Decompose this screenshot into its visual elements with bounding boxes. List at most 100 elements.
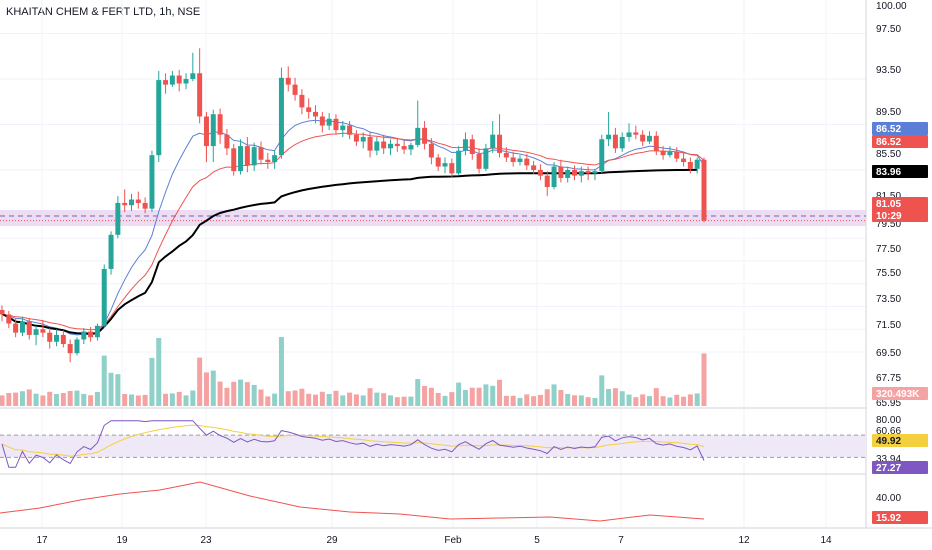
volume-bar <box>578 395 584 406</box>
volume-bar <box>94 392 100 406</box>
volume-bar <box>537 394 543 406</box>
candle <box>517 155 523 166</box>
volume-bar <box>653 388 659 406</box>
candle <box>462 132 468 156</box>
candle-body <box>292 84 298 95</box>
candle-body <box>701 159 707 221</box>
volume-bar <box>60 393 66 406</box>
candle <box>40 320 46 338</box>
candle-body <box>626 132 632 137</box>
volume-bar <box>599 375 605 406</box>
volume-bar <box>374 392 380 406</box>
candle <box>524 154 530 170</box>
rsi-tick-label: 80.00 <box>876 415 901 426</box>
red-ma-badge-text: 86.52 <box>876 137 901 148</box>
candle <box>701 157 707 223</box>
volume-bar <box>26 389 32 406</box>
price-tick-label: 77.50 <box>876 244 901 255</box>
volume-bar <box>681 396 687 406</box>
time-tick-label: 14 <box>820 535 832 546</box>
candle-body <box>347 125 353 135</box>
volume-bar <box>510 395 516 406</box>
candle <box>217 108 223 144</box>
candle-body <box>156 80 162 156</box>
volume-badge-bg <box>872 387 928 400</box>
blue-ma-badge-bg <box>872 122 928 135</box>
volume-bar <box>572 395 578 406</box>
candle-body <box>128 199 134 206</box>
candle-body <box>183 78 189 84</box>
candle <box>674 147 680 163</box>
countdown-badge-bg <box>872 209 928 222</box>
volume-bar <box>524 394 530 406</box>
candle-body <box>285 77 291 85</box>
candle <box>333 114 339 135</box>
volume-bar <box>251 385 257 406</box>
candle <box>313 105 319 124</box>
time-tick-label: 12 <box>738 535 750 546</box>
volume-bar <box>210 370 216 406</box>
volume-bar <box>81 393 87 406</box>
volume-bar <box>190 390 196 406</box>
volume-bar <box>169 393 175 406</box>
candle-body <box>217 114 223 135</box>
candle <box>108 231 114 275</box>
candle <box>251 142 257 172</box>
candle-body <box>435 157 441 167</box>
candle-body <box>681 158 687 163</box>
price-tick-label: 93.50 <box>876 65 901 76</box>
candle <box>422 121 428 150</box>
candle <box>401 140 407 155</box>
red-ma-badge-bg <box>872 135 928 148</box>
candle <box>633 125 639 140</box>
volume-bar <box>449 392 455 406</box>
candle-body <box>422 127 428 144</box>
candle-body <box>47 332 53 342</box>
volume-bar <box>428 387 434 406</box>
candle-body <box>674 151 680 159</box>
candle-body <box>81 331 87 340</box>
candle <box>203 111 209 163</box>
candle <box>490 121 496 153</box>
candle-body <box>88 331 94 338</box>
volume-bar <box>701 353 707 406</box>
volume-bar <box>197 357 203 406</box>
candle <box>94 323 100 341</box>
volume-bar <box>265 396 271 406</box>
candle-body <box>299 94 305 108</box>
candle-body <box>558 166 564 178</box>
candle-body <box>497 134 503 153</box>
volume-bar <box>619 391 625 406</box>
candle-body <box>176 75 182 84</box>
candle <box>135 191 141 209</box>
volume-bar <box>272 393 278 406</box>
candle <box>544 171 550 197</box>
candle <box>149 150 155 213</box>
candle-body <box>490 134 496 149</box>
axes: 100.00 97.50 93.50 89.50 85.50 81.50 79.50 77.5… <box>36 1 907 546</box>
candle <box>435 154 441 172</box>
candle <box>687 157 693 174</box>
candle <box>572 165 578 181</box>
volume-bar <box>497 379 503 406</box>
candle <box>510 151 516 167</box>
candle <box>585 166 591 181</box>
candle-body <box>101 268 107 326</box>
time-tick-label: 19 <box>116 535 128 546</box>
candle-body <box>456 150 462 174</box>
candle-body <box>54 334 60 342</box>
lower-value-badge-text: 15.92 <box>876 513 901 524</box>
price-tick-label: 69.50 <box>876 348 901 359</box>
candle-body <box>122 202 128 206</box>
volume-bar <box>108 372 114 406</box>
candle <box>599 134 605 174</box>
candle <box>19 316 25 337</box>
candlesticks[interactable] <box>0 48 707 363</box>
candle <box>306 98 312 119</box>
candle <box>360 132 366 149</box>
volume-bar <box>176 391 182 406</box>
candle <box>197 48 203 124</box>
candle-body <box>306 107 312 112</box>
candle-body <box>224 134 230 149</box>
